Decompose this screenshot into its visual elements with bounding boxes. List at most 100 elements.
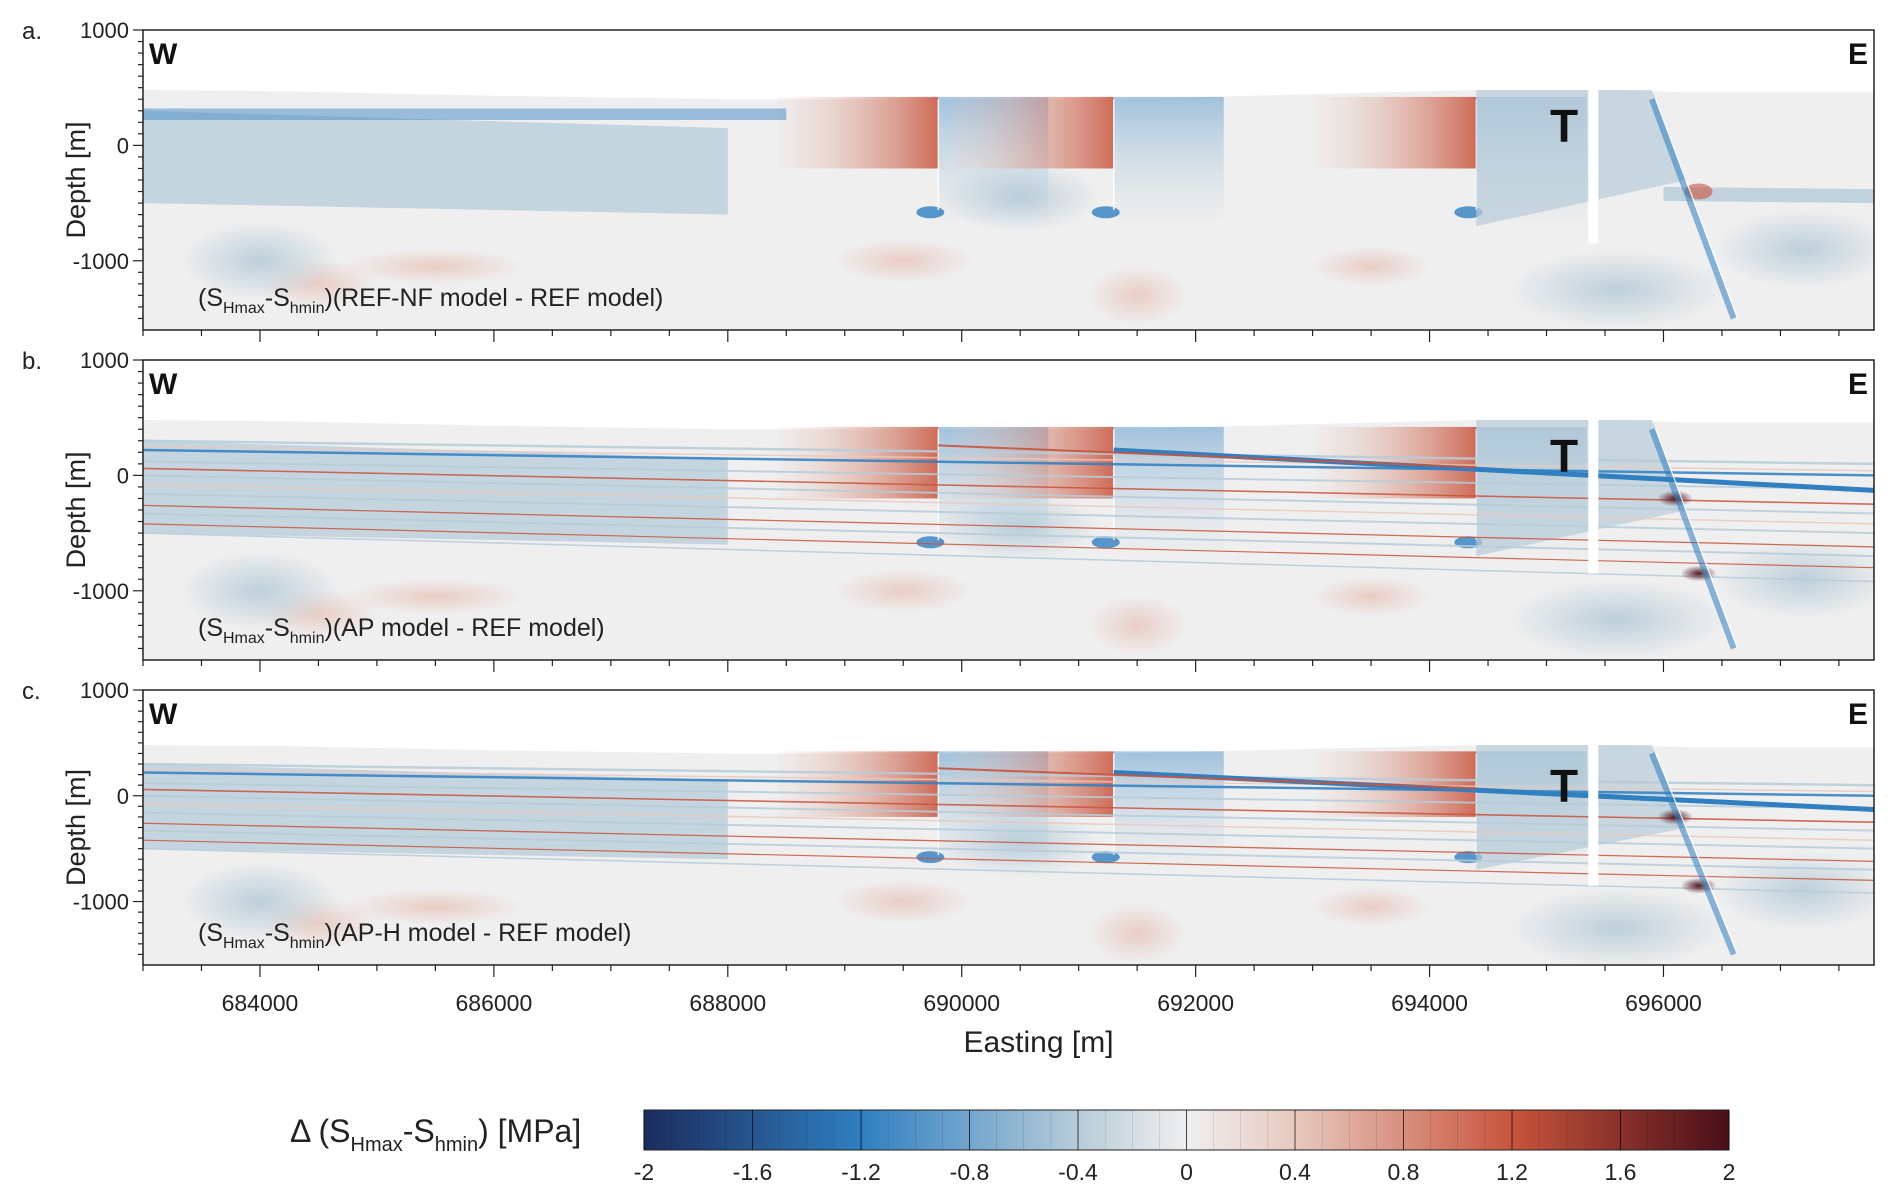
stratigraphic-layer bbox=[143, 448, 1874, 477]
y-tick-label: 1000 bbox=[80, 348, 129, 373]
panel-c-west-label: W bbox=[149, 698, 178, 731]
panel-c-label: c. bbox=[22, 678, 41, 705]
fault-red-wedge bbox=[1316, 96, 1477, 169]
colorbar-tick-label: 1.2 bbox=[1496, 1159, 1528, 1185]
y-tick-label: 0 bbox=[117, 463, 129, 488]
stratigraphic-layer bbox=[143, 839, 1874, 881]
stratigraphic-layer bbox=[143, 439, 1874, 466]
deep-red-blob bbox=[1087, 903, 1188, 964]
y-tick-label: -1000 bbox=[73, 249, 129, 274]
deep-blue-blob bbox=[1713, 209, 1874, 290]
x-tick-label: 686000 bbox=[456, 990, 533, 1016]
panel-a: 1000 0 -1000 a. Depth [m] W E T (SHmax-Shm… bbox=[22, 18, 1875, 342]
deep-red-blob bbox=[1311, 246, 1432, 287]
panel-c-plot-area: 1000 0 -1000 bbox=[73, 678, 1875, 977]
stratigraphic-layer bbox=[143, 811, 1874, 850]
colorbar-tick-label: 0 bbox=[1180, 1159, 1193, 1185]
panel-a-plot-area: 1000 0 -1000 bbox=[73, 18, 1875, 342]
deep-red-blob bbox=[345, 578, 526, 615]
panel-c: 1000 0 -1000 c. Depth [m] W E T (SHmax-Shm… bbox=[22, 678, 1875, 977]
fault-red-wedge bbox=[778, 96, 939, 169]
stratigraphic-layer bbox=[143, 512, 1874, 558]
y-tick-label: 0 bbox=[117, 784, 129, 809]
panel-a-annotation-sub1: Hmax bbox=[223, 300, 265, 317]
deep-blue-blob bbox=[1506, 249, 1727, 330]
deep-red-blob bbox=[833, 879, 974, 924]
fault-tip bbox=[916, 206, 945, 219]
panel-b-label: b. bbox=[22, 348, 42, 375]
model-gap bbox=[1588, 90, 1599, 244]
colorbar-tick-label: -0.8 bbox=[950, 1159, 990, 1185]
inclined-fault-zone bbox=[1648, 752, 1737, 956]
colorbar-title-suffix: ) [MPa] bbox=[478, 1113, 581, 1149]
colorbar-title: Δ (SHmax-Shmin) [MPa] bbox=[290, 1113, 581, 1156]
panel-b-annotation-suffix: )(AP model - REF model) bbox=[324, 614, 604, 642]
panel-b-annotation-sub1: Hmax bbox=[223, 630, 265, 647]
colorbar-title-mid: -S bbox=[403, 1113, 435, 1149]
stratigraphic-layer bbox=[143, 782, 1874, 810]
model-gap bbox=[1588, 745, 1599, 886]
deep-red-blob bbox=[1087, 265, 1188, 326]
fault-red-wedge bbox=[953, 96, 1114, 169]
panel-c-annotation-sub2: hmin bbox=[290, 935, 325, 952]
x-tick-label: 692000 bbox=[1157, 990, 1234, 1016]
colorbar-tick-label: -0.4 bbox=[1058, 1159, 1098, 1185]
stratigraphic-layer bbox=[143, 822, 1874, 862]
panel-a-ylabel: Depth [m] bbox=[61, 121, 91, 238]
panel-c-ylabel: Depth [m] bbox=[61, 769, 91, 886]
model-gap bbox=[1588, 420, 1599, 574]
stratigraphic-layer bbox=[143, 803, 1874, 841]
panel-c-annotation-suffix: )(AP-H model - REF model) bbox=[324, 919, 631, 947]
deep-blue-blob bbox=[179, 550, 340, 631]
stratigraphic-layer bbox=[143, 467, 1874, 506]
x-tick-label: 684000 bbox=[222, 990, 299, 1016]
y-tick-label: -1000 bbox=[73, 890, 129, 915]
east-blue-zone bbox=[1476, 420, 1687, 557]
stratigraphic-layer bbox=[143, 768, 1874, 793]
x-axis-label: Easting [m] bbox=[963, 1026, 1113, 1059]
deep-blue-blob bbox=[179, 861, 340, 942]
panel-a-annotation: (SHmax-Shmin)(REF-NF model - REF model) bbox=[198, 284, 663, 317]
panel-a-marker-t: T bbox=[1550, 100, 1578, 152]
inclined-fault-line bbox=[1655, 429, 1739, 649]
stratigraphic-layer bbox=[143, 483, 1874, 525]
deep-blue-blob bbox=[1506, 887, 1727, 965]
stratigraphic-layer bbox=[143, 794, 1874, 832]
stratigraphic-layer bbox=[143, 847, 1874, 894]
stratigraphic-layer bbox=[143, 771, 1874, 798]
stratigraphic-layer bbox=[143, 474, 1874, 515]
panel-c-annotation: (SHmax-Shmin)(AP-H model - REF model) bbox=[198, 919, 631, 952]
west-blue-band bbox=[143, 440, 728, 545]
fault-tip bbox=[1091, 536, 1120, 549]
fault-tip bbox=[1091, 851, 1120, 864]
x-tick-label: 696000 bbox=[1625, 990, 1702, 1016]
y-tick-label: 0 bbox=[117, 133, 129, 158]
panel-a-annotation-sub2: hmin bbox=[290, 300, 325, 317]
panel-c-east-label: E bbox=[1848, 698, 1868, 731]
stratigraphic-layer bbox=[143, 492, 1874, 535]
y-tick-label: -1000 bbox=[73, 579, 129, 604]
deep-red-blob bbox=[1311, 576, 1432, 617]
y-tick-label: 1000 bbox=[80, 18, 129, 43]
fault-tip bbox=[1091, 206, 1120, 219]
x-tick-label: 690000 bbox=[923, 990, 1000, 1016]
red-horizon bbox=[938, 767, 1477, 790]
panel-c-annotation-prefix: (S bbox=[198, 919, 223, 947]
colorbar-tick-label: 0.4 bbox=[1279, 1159, 1311, 1185]
west-blue-band bbox=[143, 110, 728, 215]
deep-red-blob bbox=[1311, 886, 1432, 927]
stratigraphic-layer bbox=[143, 460, 1874, 491]
colorbar-tick-label: 2 bbox=[1723, 1159, 1736, 1185]
fault-tip bbox=[916, 536, 945, 549]
panel-c-annotation-sub1: Hmax bbox=[223, 935, 265, 952]
panel-b-annotation: (SHmax-Shmin)(AP model - REF model) bbox=[198, 614, 605, 647]
deep-blue-blob bbox=[1506, 579, 1727, 660]
deep-red-blob bbox=[345, 248, 526, 285]
east-blue-zone bbox=[1476, 745, 1687, 870]
x-tick-label: 694000 bbox=[1391, 990, 1468, 1016]
fault-blue-wedge bbox=[1113, 96, 1224, 221]
panel-b-plot-area: 1000 0 -1000 bbox=[73, 348, 1875, 672]
deep-blue-blob bbox=[179, 220, 340, 301]
west-blue-stripe bbox=[143, 108, 787, 120]
stratigraphic-layer bbox=[143, 523, 1874, 569]
